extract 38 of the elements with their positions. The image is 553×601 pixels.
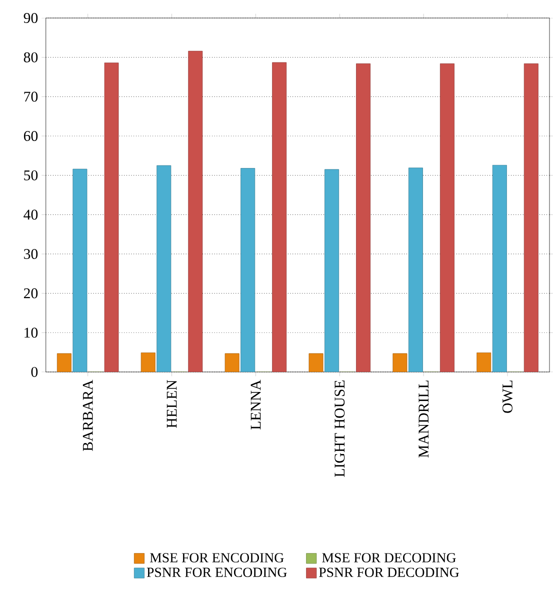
bar <box>308 353 324 372</box>
bar <box>524 63 538 372</box>
bar <box>408 168 424 372</box>
bar <box>492 164 507 372</box>
legend-label: PSNR FOR DECODING <box>319 568 459 578</box>
legend-label: MSE FOR ENCODING <box>150 553 284 562</box>
x-tick-label: OWL <box>502 380 513 413</box>
bar <box>72 168 88 372</box>
bar <box>324 169 340 372</box>
bar <box>392 353 408 372</box>
y-tick-label: 70 <box>24 92 38 102</box>
legend-label: PSNR FOR ENCODING <box>146 568 287 578</box>
bar <box>476 352 492 372</box>
y-tick-label: 80 <box>24 52 38 62</box>
bar <box>188 50 203 372</box>
bar <box>356 63 371 372</box>
x-tick-label: LENNA <box>250 380 261 430</box>
legend-label: MSE FOR DECODING <box>322 553 456 562</box>
y-tick-label: 40 <box>24 210 38 220</box>
y-tick-label: 50 <box>24 170 38 180</box>
bar <box>224 353 240 372</box>
bar <box>140 352 156 372</box>
x-tick-label: HELEN <box>166 380 177 428</box>
bar <box>57 353 72 372</box>
y-tick-label: 10 <box>24 328 38 338</box>
y-tick-label: 20 <box>24 288 38 298</box>
bar <box>104 62 119 372</box>
bar <box>156 165 172 372</box>
bar <box>440 63 455 372</box>
bar <box>272 62 287 372</box>
bar <box>240 168 256 372</box>
x-tick-label: MANDRILL <box>418 380 429 458</box>
y-tick-label: 0 <box>31 366 38 377</box>
y-tick-label: 60 <box>24 130 38 141</box>
x-tick-label: BARBARA <box>82 380 93 451</box>
y-tick-label: 30 <box>24 248 38 259</box>
x-tick-label: LIGHT HOUSE <box>334 380 345 477</box>
y-tick-label: 90 <box>24 13 38 24</box>
